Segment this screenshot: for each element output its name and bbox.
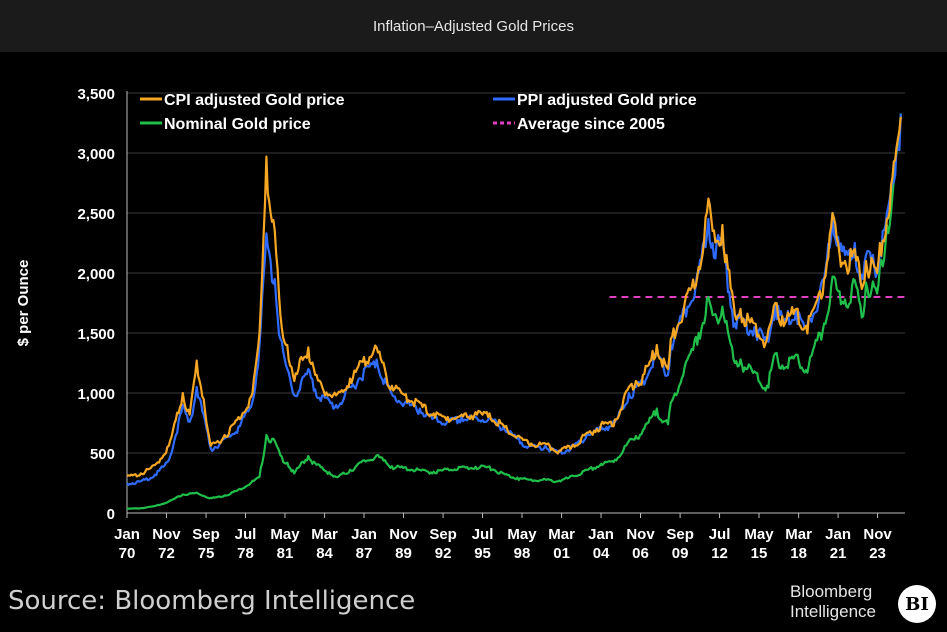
x-tick-label-year: 21 (830, 545, 847, 562)
x-tick-label-month: Mar (548, 526, 575, 543)
x-tick-label-year: 04 (593, 545, 610, 562)
legend-label: Average since 2005 (517, 116, 665, 133)
x-tick-label-month: Jan (351, 526, 377, 543)
x-tick-label-month: Sep (429, 526, 457, 543)
x-tick-label-month: Jul (709, 526, 731, 543)
y-tick-label: 1,500 (77, 326, 115, 343)
x-tick-label-month: Nov (626, 526, 655, 543)
bi-badge-icon: BI (898, 585, 936, 623)
x-tick-label-month: Nov (863, 526, 892, 543)
x-tick-label-month: Mar (311, 526, 338, 543)
window-title-bar: Inflation–Adjusted Gold Prices (0, 0, 947, 52)
series-line-ppi-adjusted-gold-price (126, 113, 902, 486)
x-tick-label-month: Jan (114, 526, 140, 543)
y-axis-label: $ per Ounce (15, 260, 32, 347)
x-tick-label-month: Jul (235, 526, 257, 543)
x-tick-label-year: 01 (553, 545, 570, 562)
x-tick-label-month: May (744, 526, 774, 543)
brand-line2: Intelligence (790, 602, 877, 621)
x-tick-label-year: 72 (158, 545, 175, 562)
x-tick-label-month: Jul (472, 526, 494, 543)
x-tick-label-month: Mar (785, 526, 812, 543)
gold-price-chart: 0 500 1,000 1,500 2,000 2,500 3,000 3,500 Jan 70 N… (15, 86, 905, 562)
x-tick-label-year: 78 (237, 545, 254, 562)
brand-line1: Bloomberg (790, 582, 873, 601)
x-tick-label-year: 18 (790, 545, 807, 562)
y-tick-label: 3,500 (77, 86, 115, 103)
x-tick-label-month: Sep (192, 526, 220, 543)
x-tick-label-month: Nov (152, 526, 181, 543)
x-tick-label-month: Jan (825, 526, 851, 543)
x-tick-label-year: 89 (395, 545, 412, 562)
series-line-nominal-gold-price (126, 113, 902, 510)
legend-label: Nominal Gold price (164, 116, 311, 133)
y-tick-label: 2,000 (77, 266, 115, 283)
x-tick-label-year: 81 (277, 545, 294, 562)
legend-label: PPI adjusted Gold price (517, 92, 697, 109)
y-tick-label: 500 (90, 446, 115, 463)
x-tick-label-year: 87 (356, 545, 373, 562)
x-tick-label-month: May (507, 526, 537, 543)
series-line-cpi-adjusted-gold-price (126, 116, 902, 478)
source-note: Source: Bloomberg Intelligence (8, 586, 416, 616)
x-tick-label-year: 09 (672, 545, 689, 562)
x-tick-label-year: 12 (711, 545, 728, 562)
x-tick-label-year: 23 (869, 545, 886, 562)
x-tick-label-year: 92 (435, 545, 452, 562)
y-tick-label: 1,000 (77, 386, 115, 403)
x-tick-label-month: Nov (389, 526, 418, 543)
y-tick-label: 2,500 (77, 206, 115, 223)
x-tick-label-year: 98 (514, 545, 531, 562)
x-tick-label-year: 95 (474, 545, 491, 562)
x-tick-label-year: 70 (119, 545, 136, 562)
brand-logo: Bloomberg Intelligence (790, 582, 900, 622)
x-tick-label-month: Jan (588, 526, 614, 543)
x-tick-label-month: May (270, 526, 300, 543)
window-title: Inflation–Adjusted Gold Prices (373, 17, 574, 35)
x-tick-label-year: 15 (751, 545, 768, 562)
x-tick-label-month: Sep (666, 526, 694, 543)
x-tick-label-year: 84 (316, 545, 333, 562)
x-tick-label-year: 75 (198, 545, 215, 562)
x-tick-label-year: 06 (632, 545, 649, 562)
y-tick-label: 0 (107, 506, 115, 523)
legend-label: CPI adjusted Gold price (164, 92, 345, 109)
y-tick-label: 3,000 (77, 146, 115, 163)
